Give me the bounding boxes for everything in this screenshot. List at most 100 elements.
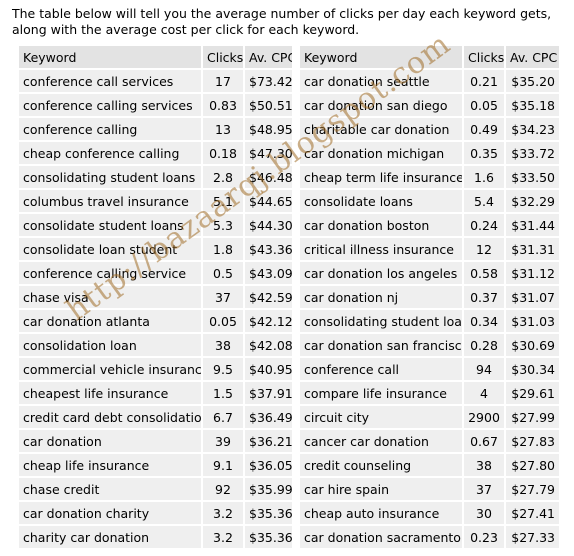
cpc-cell: $35.99 xyxy=(243,478,292,502)
table-row: chase credit 92 $35.99 xyxy=(19,478,292,502)
clicks-cell: 38 xyxy=(201,334,243,358)
clicks-cell: 0.23 xyxy=(462,526,504,550)
clicks-cell: 0.5 xyxy=(201,262,243,286)
clicks-cell: 0.24 xyxy=(462,214,504,238)
table-header-row: Keyword Clicks Av. CPC xyxy=(19,46,292,70)
table-row: conference calling service 0.5 $43.09 xyxy=(19,262,292,286)
cpc-cell: $35.20 xyxy=(504,70,559,94)
clicks-cell: 30 xyxy=(462,502,504,526)
keyword-cell: chase visa xyxy=(19,286,201,310)
clicks-cell: 1.8 xyxy=(201,238,243,262)
table-row: conference call services 17 $73.42 xyxy=(19,70,292,94)
keyword-cell: circuit city xyxy=(300,406,462,430)
cpc-cell: $31.44 xyxy=(504,214,559,238)
cpc-cell: $37.91 xyxy=(243,382,292,406)
table-row: car donation san francisco 0.28 $30.69 xyxy=(300,334,559,358)
cpc-cell: $42.08 xyxy=(243,334,292,358)
keyword-cell: compare life insurance xyxy=(300,382,462,406)
clicks-cell: 0.58 xyxy=(462,262,504,286)
table-row: compare life insurance 4 $29.61 xyxy=(300,382,559,406)
table-row: charitable car donation 0.49 $34.23 xyxy=(300,118,559,142)
keyword-cell: car hire spain xyxy=(300,478,462,502)
intro-text: The table below will tell you the averag… xyxy=(12,6,552,37)
keyword-cell: cheap conference calling xyxy=(19,142,201,166)
clicks-cell: 37 xyxy=(462,478,504,502)
header-clicks: Clicks xyxy=(462,46,504,70)
keyword-cell: chase credit xyxy=(19,478,201,502)
clicks-cell: 5.3 xyxy=(201,214,243,238)
cpc-cell: $31.31 xyxy=(504,238,559,262)
clicks-cell: 94 xyxy=(462,358,504,382)
table-row: credit card debt consolidation 6.7 $36.49 xyxy=(19,406,292,430)
clicks-cell: 2.8 xyxy=(201,166,243,190)
clicks-cell: 12 xyxy=(462,238,504,262)
table-row: car donation seattle 0.21 $35.20 xyxy=(300,70,559,94)
keyword-cell: car donation san francisco xyxy=(300,334,462,358)
table-row: consolidation loan 38 $42.08 xyxy=(19,334,292,358)
clicks-cell: 0.28 xyxy=(462,334,504,358)
cpc-cell: $32.29 xyxy=(504,190,559,214)
clicks-cell: 13 xyxy=(201,118,243,142)
keyword-cell: credit counseling xyxy=(300,454,462,478)
table-row: consolidate loans 5.4 $32.29 xyxy=(300,190,559,214)
cpc-cell: $35.36 xyxy=(243,502,292,526)
header-cpc: Av. CPC xyxy=(504,46,559,70)
cpc-cell: $27.41 xyxy=(504,502,559,526)
keyword-cell: car donation xyxy=(19,430,201,454)
table-header-row: Keyword Clicks Av. CPC xyxy=(300,46,559,70)
clicks-cell: 0.67 xyxy=(462,430,504,454)
keyword-cell: cheap auto insurance xyxy=(300,502,462,526)
table-row: consolidating student loans 2.8 $46.48 xyxy=(19,166,292,190)
cpc-cell: $44.65 xyxy=(243,190,292,214)
clicks-cell: 3.2 xyxy=(201,526,243,550)
table-row: columbus travel insurance 5.1 $44.65 xyxy=(19,190,292,214)
clicks-cell: 9.5 xyxy=(201,358,243,382)
cpc-cell: $42.12 xyxy=(243,310,292,334)
cpc-cell: $35.18 xyxy=(504,94,559,118)
keyword-cell: cheap life insurance xyxy=(19,454,201,478)
table-row: cheap auto insurance 30 $27.41 xyxy=(300,502,559,526)
cpc-cell: $31.12 xyxy=(504,262,559,286)
table-row: circuit city 2900 $27.99 xyxy=(300,406,559,430)
clicks-cell: 0.21 xyxy=(462,70,504,94)
cpc-cell: $73.42 xyxy=(243,70,292,94)
table-row: car donation san diego 0.05 $35.18 xyxy=(300,94,559,118)
cpc-cell: $42.59 xyxy=(243,286,292,310)
keyword-cell: critical illness insurance xyxy=(300,238,462,262)
table-row: critical illness insurance 12 $31.31 xyxy=(300,238,559,262)
keyword-cell: conference call xyxy=(300,358,462,382)
table-row: car donation 39 $36.21 xyxy=(19,430,292,454)
clicks-cell: 2900 xyxy=(462,406,504,430)
header-clicks: Clicks xyxy=(201,46,243,70)
clicks-cell: 3.2 xyxy=(201,502,243,526)
table-row: car donation charity 3.2 $35.36 xyxy=(19,502,292,526)
table-row: cancer car donation 0.67 $27.83 xyxy=(300,430,559,454)
clicks-cell: 4 xyxy=(462,382,504,406)
table-row: cheap conference calling 0.18 $47.30 xyxy=(19,142,292,166)
keyword-cell: columbus travel insurance xyxy=(19,190,201,214)
cpc-cell: $43.09 xyxy=(243,262,292,286)
table-row: car donation sacramento 0.23 $27.33 xyxy=(300,526,559,550)
clicks-cell: 5.1 xyxy=(201,190,243,214)
cpc-cell: $31.03 xyxy=(504,310,559,334)
table-row: cheap term life insurance 1.6 $33.50 xyxy=(300,166,559,190)
table-row: consolidate student loans 5.3 $44.30 xyxy=(19,214,292,238)
table-row: conference calling services 0.83 $50.51 xyxy=(19,94,292,118)
table-row: charity car donation 3.2 $35.36 xyxy=(19,526,292,550)
table-row: car donation michigan 0.35 $33.72 xyxy=(300,142,559,166)
keyword-cell: car donation michigan xyxy=(300,142,462,166)
clicks-cell: 6.7 xyxy=(201,406,243,430)
keyword-cell: car donation boston xyxy=(300,214,462,238)
cpc-cell: $30.69 xyxy=(504,334,559,358)
cpc-cell: $34.23 xyxy=(504,118,559,142)
clicks-cell: 39 xyxy=(201,430,243,454)
keyword-cell: conference calling xyxy=(19,118,201,142)
cpc-cell: $50.51 xyxy=(243,94,292,118)
cpc-cell: $40.95 xyxy=(243,358,292,382)
cpc-cell: $27.83 xyxy=(504,430,559,454)
cpc-cell: $36.05 xyxy=(243,454,292,478)
table-row: conference call 94 $30.34 xyxy=(300,358,559,382)
cpc-cell: $27.80 xyxy=(504,454,559,478)
table-row: car donation boston 0.24 $31.44 xyxy=(300,214,559,238)
clicks-cell: 9.1 xyxy=(201,454,243,478)
